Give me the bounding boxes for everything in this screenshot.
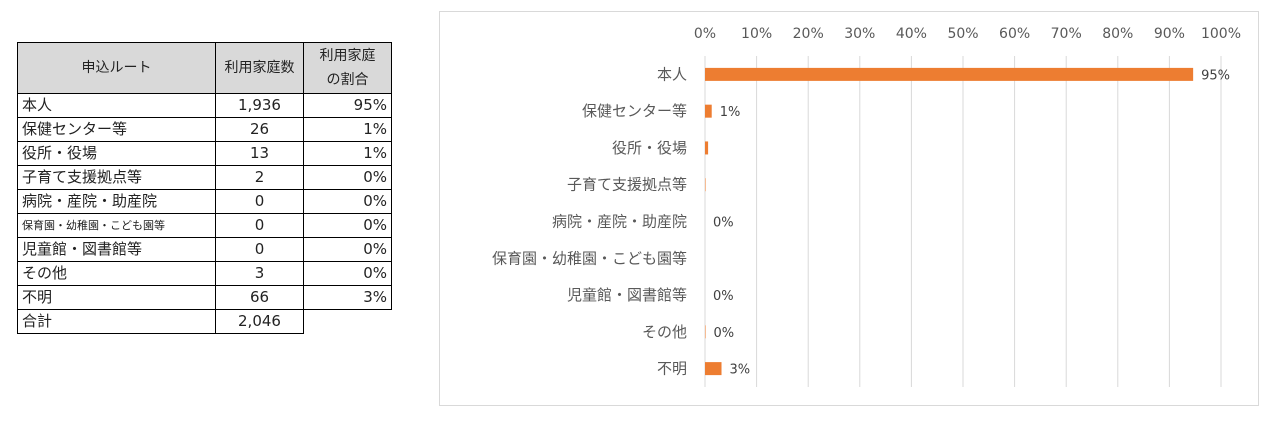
category-label: 子育て支援拠点等 xyxy=(567,176,687,194)
category-label: 保健センター等 xyxy=(582,102,687,120)
bar xyxy=(705,141,709,155)
x-tick-label: 40% xyxy=(896,26,927,42)
data-label: 0% xyxy=(713,216,734,231)
category-label: 病院・産院・助産院 xyxy=(552,213,687,231)
bar xyxy=(705,325,706,339)
row-count: 13 xyxy=(215,141,304,166)
row-route: 子育て支援拠点等 xyxy=(17,165,216,190)
header-pct-line1: 利用家庭 xyxy=(319,48,376,64)
header-route: 申込ルート xyxy=(17,42,216,94)
bar xyxy=(705,67,1194,81)
bar xyxy=(705,362,722,376)
total-route: 合計 xyxy=(17,309,216,334)
data-table: 申込ルート 利用家庭数 利用家庭 の割合 本人 1,936 95% 保健センター… xyxy=(17,42,392,334)
row-pct: 0% xyxy=(303,165,392,190)
bar-chart: 0% 10% 20% 30% 40% 50% 60% 70% 80% 90% 100% 本人 95% 保健… xyxy=(492,26,1241,387)
category-label: 本人 xyxy=(657,65,687,83)
row-route: その他 xyxy=(17,261,216,286)
table-row: その他 3 0% xyxy=(17,261,392,286)
header-count: 利用家庭数 xyxy=(215,42,304,94)
category-label: 不明 xyxy=(657,360,687,378)
x-tick-label: 30% xyxy=(844,26,875,42)
x-tick-label: 0% xyxy=(694,26,716,42)
row-pct: 0% xyxy=(303,237,392,262)
table-row: 本人 1,936 95% xyxy=(17,93,392,118)
row-route: 保育園・幼稚園・こども園等 xyxy=(17,213,216,238)
row-route: 児童館・図書館等 xyxy=(17,237,216,262)
row-count: 3 xyxy=(215,261,304,286)
data-label: 1% xyxy=(720,105,741,120)
row-route: 保健センター等 xyxy=(17,117,216,142)
bar xyxy=(705,178,706,192)
header-pct: 利用家庭 の割合 xyxy=(303,42,392,94)
x-tick-label: 20% xyxy=(793,26,824,42)
table-row: 不明 66 3% xyxy=(17,285,392,310)
row-route: 病院・産院・助産院 xyxy=(17,189,216,214)
row-count: 0 xyxy=(215,213,304,238)
header-pct-line2: の割合 xyxy=(326,72,369,88)
data-label: 0% xyxy=(714,326,735,341)
table-row: 児童館・図書館等 0 0% xyxy=(17,237,392,262)
row-route: 不明 xyxy=(17,285,216,310)
row-count: 66 xyxy=(215,285,304,310)
table-row: 病院・産院・助産院 0 0% xyxy=(17,189,392,214)
row-pct: 95% xyxy=(303,93,392,118)
x-tick-label: 80% xyxy=(1102,26,1133,42)
row-count: 2 xyxy=(215,165,304,190)
x-tick-label: 90% xyxy=(1154,26,1185,42)
row-pct: 3% xyxy=(303,285,392,310)
row-route: 役所・役場 xyxy=(17,141,216,166)
category-label: 役所・役場 xyxy=(612,139,687,157)
x-tick-label: 50% xyxy=(947,26,978,42)
row-pct: 1% xyxy=(303,141,392,166)
x-tick-label: 70% xyxy=(1051,26,1082,42)
chart-area: 0% 10% 20% 30% 40% 50% 60% 70% 80% 90% 100% 本人 95% 保健… xyxy=(439,11,1259,406)
x-tick-label: 60% xyxy=(999,26,1030,42)
table-row: 保健センター等 26 1% xyxy=(17,117,392,142)
row-pct: 0% xyxy=(303,189,392,214)
category-label: 保育園・幼稚園・こども園等 xyxy=(492,249,687,267)
data-label: 3% xyxy=(730,363,751,378)
row-pct: 0% xyxy=(303,213,392,238)
x-tick-label: 10% xyxy=(741,26,772,42)
total-empty-cell xyxy=(304,310,392,334)
table-header-row: 申込ルート 利用家庭数 利用家庭 の割合 xyxy=(17,42,392,94)
row-count: 0 xyxy=(215,189,304,214)
row-route: 本人 xyxy=(17,93,216,118)
row-count: 26 xyxy=(215,117,304,142)
row-count: 0 xyxy=(215,237,304,262)
table-row: 保育園・幼稚園・こども園等 0 0% xyxy=(17,213,392,238)
row-count: 1,936 xyxy=(215,93,304,118)
category-label: 児童館・図書館等 xyxy=(567,286,687,304)
data-label: 0% xyxy=(713,289,734,304)
bar xyxy=(705,104,712,118)
row-pct: 1% xyxy=(303,117,392,142)
table-total-row: 合計 2,046 xyxy=(17,309,392,334)
total-count: 2,046 xyxy=(215,309,304,334)
table-row: 子育て支援拠点等 2 0% xyxy=(17,165,392,190)
data-label: 95% xyxy=(1201,68,1230,83)
x-tick-label: 100% xyxy=(1201,26,1241,42)
table-row: 役所・役場 13 1% xyxy=(17,141,392,166)
category-label: その他 xyxy=(642,323,687,341)
row-pct: 0% xyxy=(303,261,392,286)
